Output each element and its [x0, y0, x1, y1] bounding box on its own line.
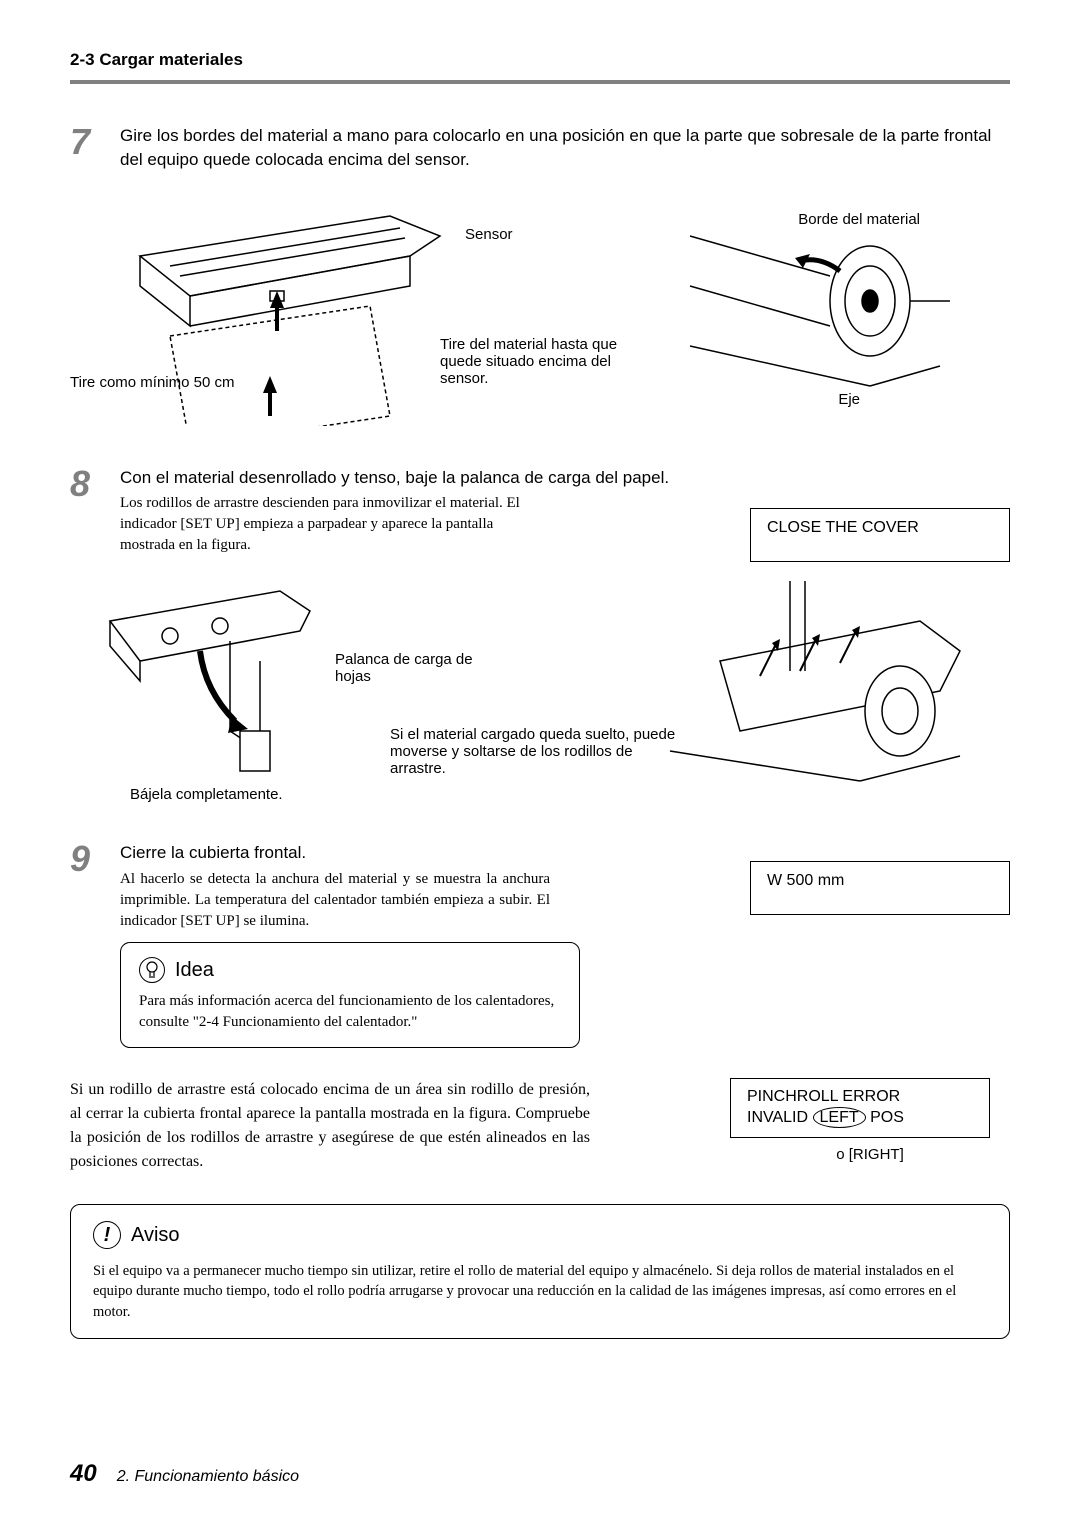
- step-7: 7 Gire los bordes del material a mano pa…: [70, 124, 1010, 176]
- step-9-body: Al hacerlo se detecta la anchura del mat…: [120, 869, 550, 932]
- step-8-title: Con el material desenrollado y tenso, ba…: [120, 466, 1010, 490]
- idea-icon: [139, 957, 165, 983]
- step-number-7: 7: [70, 124, 120, 176]
- step-8: 8 Con el material desenrollado y tenso, …: [70, 466, 1010, 557]
- step-9: 9 Cierre la cubierta frontal. Al hacerlo…: [70, 841, 1010, 932]
- diagram-lever: [100, 581, 330, 811]
- error-section: Si un rodillo de arrastre está colocado …: [70, 1078, 1010, 1174]
- display-close-cover: CLOSE THE COVER: [750, 508, 1010, 562]
- label-tire-min: Tire como mínimo 50 cm: [70, 374, 250, 391]
- error-text: Si un rodillo de arrastre está colocado …: [70, 1078, 590, 1174]
- error-l2-right: POS: [870, 1109, 904, 1126]
- aviso-title: Aviso: [131, 1224, 180, 1247]
- diagram-roll: [670, 206, 950, 426]
- header: 2-3 Cargar materiales: [70, 50, 1010, 84]
- label-sensor: Sensor: [465, 226, 513, 243]
- label-palanca: Palanca de carga de hojas: [335, 651, 485, 685]
- diagram-sensor: [130, 196, 450, 426]
- display-width: W 500 mm: [750, 861, 1010, 915]
- step-number-9: 9: [70, 841, 120, 932]
- header-divider: [70, 80, 1010, 84]
- error-l2-oval: LEFT: [813, 1107, 866, 1128]
- label-suelto: Si el material cargado queda suelto, pue…: [390, 726, 690, 777]
- error-sub: o [RIGHT]: [730, 1146, 1010, 1163]
- page-number: 40: [70, 1460, 97, 1488]
- idea-box: Idea Para más información acerca del fun…: [120, 942, 580, 1048]
- step-8-diagram: Palanca de carga de hojas Bájela complet…: [70, 581, 1010, 831]
- aviso-box: ! Aviso Si el equipo va a permanecer muc…: [70, 1204, 1010, 1339]
- section-header: 2-3 Cargar materiales: [70, 50, 1010, 70]
- step-7-diagram: Sensor Tire como mínimo 50 cm Tire del m…: [70, 196, 1010, 456]
- label-bajela: Bájela completamente.: [130, 786, 283, 803]
- section-title: Cargar materiales: [99, 50, 243, 69]
- idea-title: Idea: [175, 959, 214, 982]
- label-eje: Eje: [838, 391, 860, 408]
- error-l2-left: INVALID: [747, 1109, 808, 1126]
- display-error: PINCHROLL ERROR INVALID LEFT POS: [730, 1078, 990, 1138]
- step-7-title: Gire los bordes del material a mano para…: [120, 124, 1010, 172]
- diagram-loose: [660, 581, 980, 801]
- error-line1: PINCHROLL ERROR: [747, 1087, 973, 1108]
- step-8-body: Los rodillos de arrastre descienden para…: [120, 493, 550, 556]
- footer: 40 2. Funcionamiento básico: [70, 1460, 299, 1488]
- label-borde: Borde del material: [798, 211, 920, 228]
- error-line2: INVALID LEFT POS: [747, 1108, 973, 1129]
- aviso-body: Si el equipo va a permanecer mucho tiemp…: [93, 1261, 987, 1322]
- idea-body: Para más información acerca del funciona…: [139, 991, 561, 1033]
- label-tire-material: Tire del material hasta que quede situad…: [440, 336, 620, 387]
- footer-chapter: 2. Funcionamiento básico: [117, 1468, 299, 1486]
- aviso-icon: !: [93, 1221, 121, 1249]
- section-number: 2-3: [70, 50, 95, 69]
- step-number-8: 8: [70, 466, 120, 557]
